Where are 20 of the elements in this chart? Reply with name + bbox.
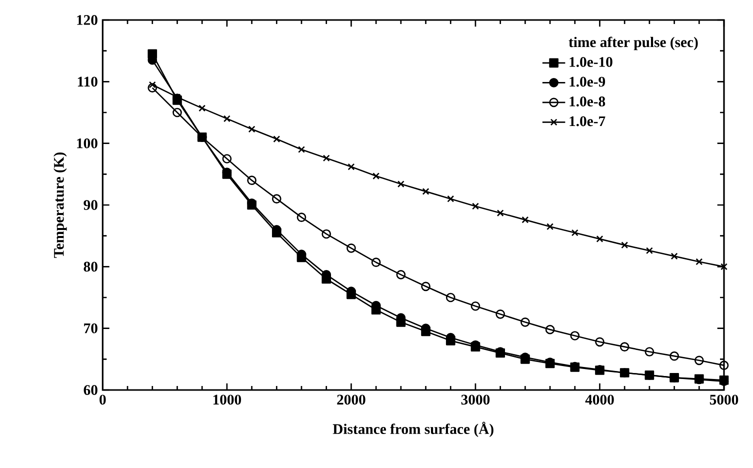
y-axis-title: Temperature (K) (54, 152, 67, 258)
y-tick-label: 70 (84, 323, 98, 334)
x-tick-label: 1000 (213, 394, 242, 405)
legend-label: 1.0e-10 (570, 57, 612, 67)
legend-label: 1.0e-9 (570, 76, 606, 87)
legend-title: time after pulse (sec) (568, 36, 698, 50)
y-tick-label: 80 (84, 262, 98, 272)
x-tick-label: 0 (100, 394, 106, 405)
legend-label: 1.0e-7 (570, 116, 606, 126)
y-tick-label: 60 (84, 385, 98, 395)
x-tick-label: 4000 (585, 394, 614, 405)
x-axis-title: Distance from surface (Å) (332, 422, 494, 438)
y-tick-label: 110 (78, 76, 98, 87)
legend-label: 1.0e-8 (570, 96, 606, 106)
x-tick-label: 2000 (337, 394, 366, 405)
y-tick-label: 100 (77, 138, 98, 148)
x-tick-label: 5000 (710, 394, 738, 405)
y-tick-label: 90 (84, 200, 98, 210)
y-tick-label: 120 (77, 15, 98, 25)
x-tick-label: 3000 (461, 394, 490, 405)
